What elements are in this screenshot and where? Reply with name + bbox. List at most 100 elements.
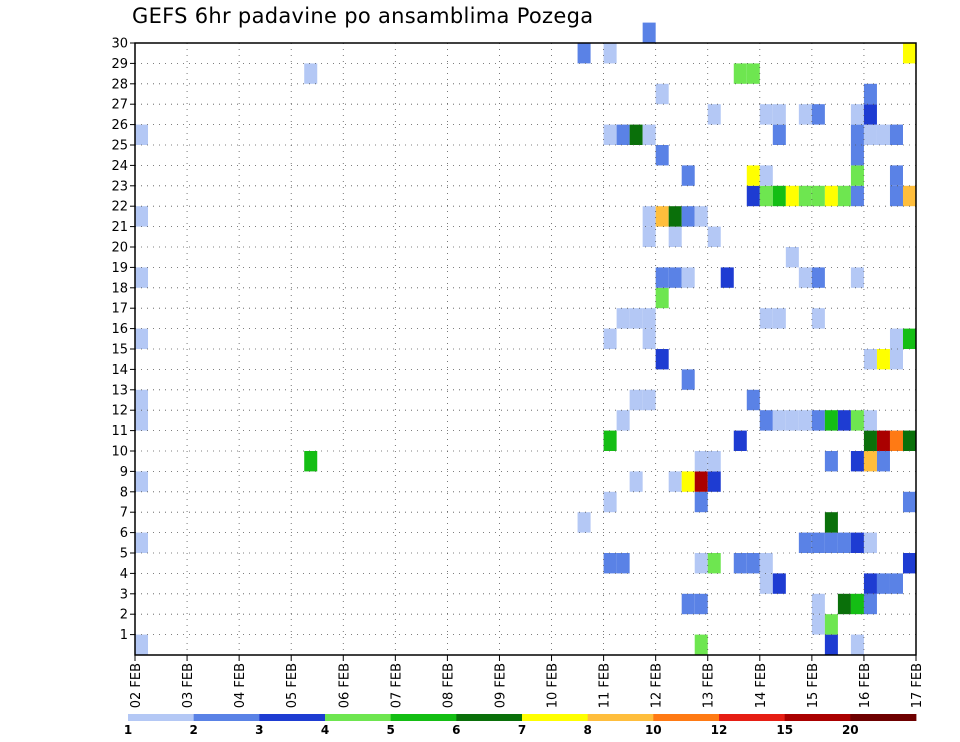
heatmap-cell — [655, 349, 669, 370]
heatmap-cell — [824, 614, 838, 635]
heatmap-cell — [902, 185, 916, 207]
heatmap-cell — [811, 593, 825, 615]
heatmap-cell — [889, 165, 903, 186]
legend-label: 8 — [584, 723, 592, 737]
x-tick-label: 15 FEB — [806, 663, 821, 708]
heatmap-cell — [681, 267, 695, 288]
heatmap-cell — [798, 267, 812, 288]
heatmap-cell — [798, 410, 812, 431]
heatmap-cell — [772, 410, 786, 431]
heatmap-cell — [746, 165, 760, 186]
heatmap-cell — [759, 308, 773, 329]
heatmap-cell — [694, 491, 708, 513]
x-tick-label: 13 FEB — [702, 663, 717, 708]
heatmap-cell — [902, 430, 916, 451]
y-tick-label: 3 — [120, 587, 128, 602]
y-tick-label: 12 — [111, 404, 128, 419]
chart-title: GEFS 6hr padavine po ansamblima Pozega — [132, 4, 594, 28]
heatmap-cell — [811, 532, 825, 553]
heatmap-cell — [577, 43, 591, 64]
heatmap-cell — [889, 430, 903, 451]
y-tick-label: 29 — [111, 57, 128, 72]
heatmap-cell — [889, 124, 903, 145]
heatmap-cell — [642, 226, 656, 247]
heatmap-cells — [135, 22, 916, 655]
legend-swatch — [259, 714, 326, 721]
heatmap-cell — [850, 451, 864, 472]
heatmap-cell — [837, 410, 851, 431]
heatmap-cell — [902, 328, 916, 349]
heatmap-cell — [694, 451, 708, 472]
heatmap-cell — [603, 328, 617, 349]
heatmap-cell — [824, 451, 838, 472]
heatmap-cell — [707, 104, 721, 125]
heatmap-cell — [850, 145, 864, 166]
legend-label: 15 — [776, 723, 793, 737]
y-tick-label: 19 — [111, 261, 128, 276]
y-tick-label: 23 — [111, 179, 128, 194]
x-tick-label: 03 FEB — [181, 663, 196, 708]
legend-label: 2 — [190, 723, 198, 737]
heatmap-cell — [876, 451, 890, 472]
legend-label: 3 — [255, 723, 263, 737]
heatmap-cell — [876, 124, 890, 145]
heatmap-cell — [889, 349, 903, 370]
y-tick-label: 10 — [111, 445, 128, 460]
heatmap-cell — [681, 206, 695, 227]
heatmap-cell — [850, 185, 864, 207]
heatmap-cell — [772, 308, 786, 329]
heatmap-cell — [694, 206, 708, 227]
heatmap-cell — [811, 267, 825, 288]
legend-label: 1 — [124, 723, 132, 737]
heatmap-cell — [785, 410, 799, 431]
y-tick-label: 25 — [111, 139, 128, 154]
y-tick-label: 17 — [111, 302, 128, 317]
heatmap-cell — [720, 267, 734, 288]
heatmap-cell — [655, 267, 669, 288]
color-legend: 1 2 3 4 5 6 7 8 10 12 15 20 — [124, 714, 917, 737]
heatmap-cell — [863, 430, 877, 451]
heatmap-cell — [902, 43, 916, 64]
heatmap-cell — [694, 593, 708, 615]
heatmap-cell — [135, 267, 149, 288]
heatmap-cell — [642, 308, 656, 329]
heatmap-cell — [863, 532, 877, 553]
heatmap-cell — [746, 389, 760, 411]
heatmap-cell — [811, 410, 825, 431]
heatmap-cell — [759, 185, 773, 207]
heatmap-cell — [837, 532, 851, 553]
heatmap-cell — [772, 185, 786, 207]
x-tick-label: 05 FEB — [285, 663, 300, 708]
legend-swatch — [784, 714, 851, 721]
heatmap-cell — [772, 573, 786, 594]
heatmap-cell — [135, 532, 149, 553]
y-tick-label: 26 — [111, 118, 128, 133]
heatmap-cell — [798, 532, 812, 553]
legend-swatch — [719, 714, 786, 721]
heatmap-cell — [902, 491, 916, 513]
y-tick-label: 1 — [120, 628, 128, 643]
heatmap-cell — [655, 145, 669, 166]
x-tick-label: 14 FEB — [754, 663, 769, 708]
legend-swatch — [325, 714, 392, 721]
grid-lines — [135, 43, 916, 655]
x-tick-label: 11 FEB — [598, 663, 613, 708]
heatmap-cell — [863, 104, 877, 125]
heatmap-cell — [668, 267, 682, 288]
heatmap-cell — [811, 614, 825, 635]
x-tick-label: 02 FEB — [129, 663, 144, 708]
heatmap-cell — [603, 491, 617, 513]
heatmap-cell — [837, 185, 851, 207]
heatmap-cell — [707, 451, 721, 472]
heatmap-cell — [850, 532, 864, 553]
heatmap-cell — [642, 328, 656, 349]
legend-swatch — [193, 714, 260, 721]
heatmap-cell — [603, 553, 617, 574]
heatmap-cell — [694, 471, 708, 492]
heatmap-cell — [746, 185, 760, 207]
heatmap-cell — [902, 553, 916, 574]
y-tick-label: 30 — [111, 37, 128, 52]
heatmap-cell — [733, 553, 747, 574]
heatmap-cell — [603, 124, 617, 145]
heatmap-cell — [694, 553, 708, 574]
